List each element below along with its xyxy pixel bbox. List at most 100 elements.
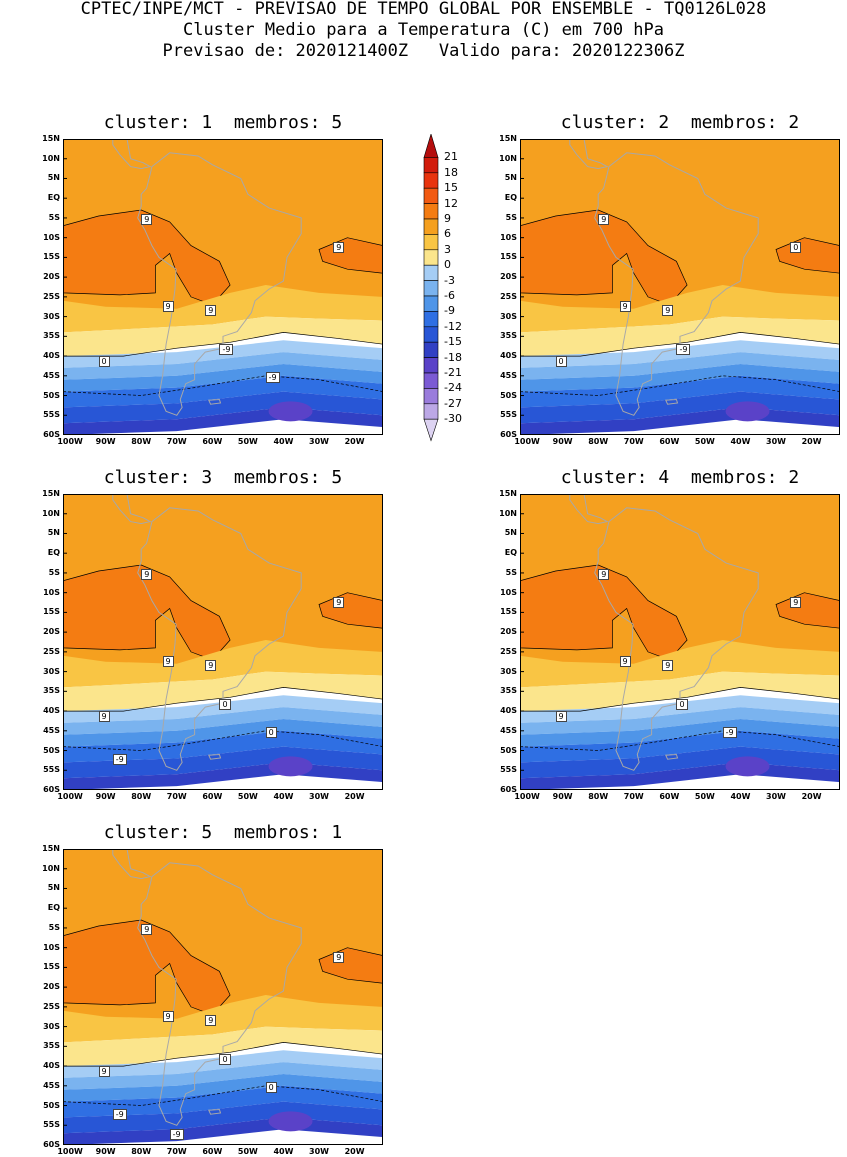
lon-label: 60W: [659, 792, 680, 801]
contour-label: 9: [141, 213, 153, 225]
lon-label: 20W: [344, 437, 365, 446]
lat-label: 40S: [500, 706, 517, 716]
colorbar-swatch: [423, 218, 439, 235]
main-title-line1: CPTEC/INPE/MCT - PREVISAO DE TEMPO GLOBA…: [80, 0, 767, 19]
falklands-outline: [208, 753, 222, 760]
contour-label: 9: [98, 1066, 110, 1078]
lon-label: 20W: [344, 792, 365, 801]
lat-label: EQ: [47, 548, 60, 558]
contour-zero: [63, 687, 383, 712]
colorbar-label: -24: [444, 381, 462, 395]
contour-zero: [63, 1042, 383, 1067]
lat-label: 45S: [43, 1080, 60, 1090]
lon-label: 40W: [273, 792, 294, 801]
contour-label: 9: [662, 659, 674, 671]
contour-zero: [520, 687, 840, 712]
contour-label: 9: [662, 304, 674, 316]
south-america-outline: [594, 507, 759, 771]
lon-label: 60W: [202, 1147, 223, 1156]
lon-label: 70W: [623, 437, 644, 446]
lat-label: 50S: [43, 390, 60, 400]
band-negative: [520, 746, 840, 779]
lat-label: 25S: [43, 291, 60, 301]
contour-zero: [63, 332, 383, 357]
lat-label: 5S: [505, 212, 517, 222]
colorbar-swatch: [423, 249, 439, 266]
lon-label: 50W: [237, 437, 258, 446]
falklands-outline: [665, 398, 679, 405]
lat-label: 5N: [47, 883, 60, 893]
colorbar-label: -21: [444, 366, 462, 379]
lat-label: 10N: [499, 153, 517, 163]
lat-label: 15N: [42, 844, 60, 853]
lat-label: 35S: [43, 331, 60, 341]
lat-label: 60S: [43, 1140, 60, 1149]
colorbar-label: -27: [444, 396, 462, 410]
cold-core: [725, 756, 770, 777]
map-frame: [520, 139, 840, 435]
colorbar-label: -9: [444, 304, 455, 318]
panel-title: cluster: 5 membros: 1: [103, 822, 343, 843]
lat-label: EQ: [504, 193, 517, 203]
map-frame: [63, 494, 383, 790]
lon-label: 90W: [95, 437, 116, 446]
band-negative: [63, 1085, 383, 1118]
lat-label: 40S: [43, 1061, 60, 1071]
lat-label: 15N: [42, 134, 60, 143]
band-negative: [63, 746, 383, 779]
contour-label: 9: [162, 655, 174, 667]
band-negative: [63, 364, 383, 392]
lon-label: 100W: [57, 1147, 83, 1156]
lon-label: 50W: [237, 792, 258, 801]
colorbar-swatch: [423, 203, 439, 220]
lat-label: 60S: [500, 785, 517, 794]
contour-label: 9: [619, 655, 631, 667]
contour-label: 9: [162, 1010, 174, 1022]
lon-label: 50W: [237, 1147, 258, 1156]
colorbar-swatch: [423, 341, 439, 358]
colorbar-swatch: [423, 357, 439, 374]
cold-core: [268, 756, 313, 777]
colorbar-swatch: [423, 388, 439, 405]
lat-label: 15S: [500, 607, 517, 617]
band-negative: [63, 352, 383, 380]
lat-label: 60S: [500, 430, 517, 439]
lat-label: 10S: [500, 587, 517, 597]
band-9-12: [63, 564, 231, 661]
colorbar-label: -12: [444, 319, 462, 333]
lat-label: 5N: [504, 528, 517, 538]
temperature-map: [63, 139, 383, 435]
main-title-line2: Cluster Medio para a Temperatura (C) em …: [182, 20, 665, 40]
lon-label: 30W: [766, 437, 786, 446]
colorbar-label: -15: [444, 335, 462, 349]
band-9-12: [520, 209, 688, 306]
band-negative: [520, 352, 840, 380]
contour-label: 9: [333, 951, 345, 963]
contour-label: 9: [598, 568, 610, 580]
contour-label: -9: [112, 754, 127, 766]
lon-label: 20W: [801, 792, 822, 801]
contour-label: 9: [205, 304, 217, 316]
lat-label: 5S: [48, 567, 60, 577]
lat-label: EQ: [47, 193, 60, 203]
colorbar-swatch: [423, 326, 439, 343]
lat-label: 50S: [500, 390, 517, 400]
lon-label: 90W: [95, 792, 116, 801]
band-negative: [63, 1062, 383, 1090]
lat-label: 55S: [43, 410, 60, 420]
lon-label: 80W: [588, 437, 609, 446]
lat-label: 45S: [43, 725, 60, 735]
colorbar-swatch: [423, 134, 439, 158]
lat-label: 30S: [43, 311, 60, 321]
contour-label: 9: [205, 1014, 217, 1026]
lat-label: 40S: [500, 351, 517, 361]
colorbar-label: 0: [444, 258, 451, 272]
band-negative: [520, 364, 840, 392]
lat-label: 25S: [500, 291, 517, 301]
lon-label: 90W: [95, 1147, 116, 1156]
contour-minus-nine: [63, 375, 383, 396]
lat-label: 25S: [43, 646, 60, 656]
cold-core: [268, 1111, 313, 1132]
lat-label: 55S: [43, 765, 60, 775]
lon-label: 70W: [166, 792, 187, 801]
